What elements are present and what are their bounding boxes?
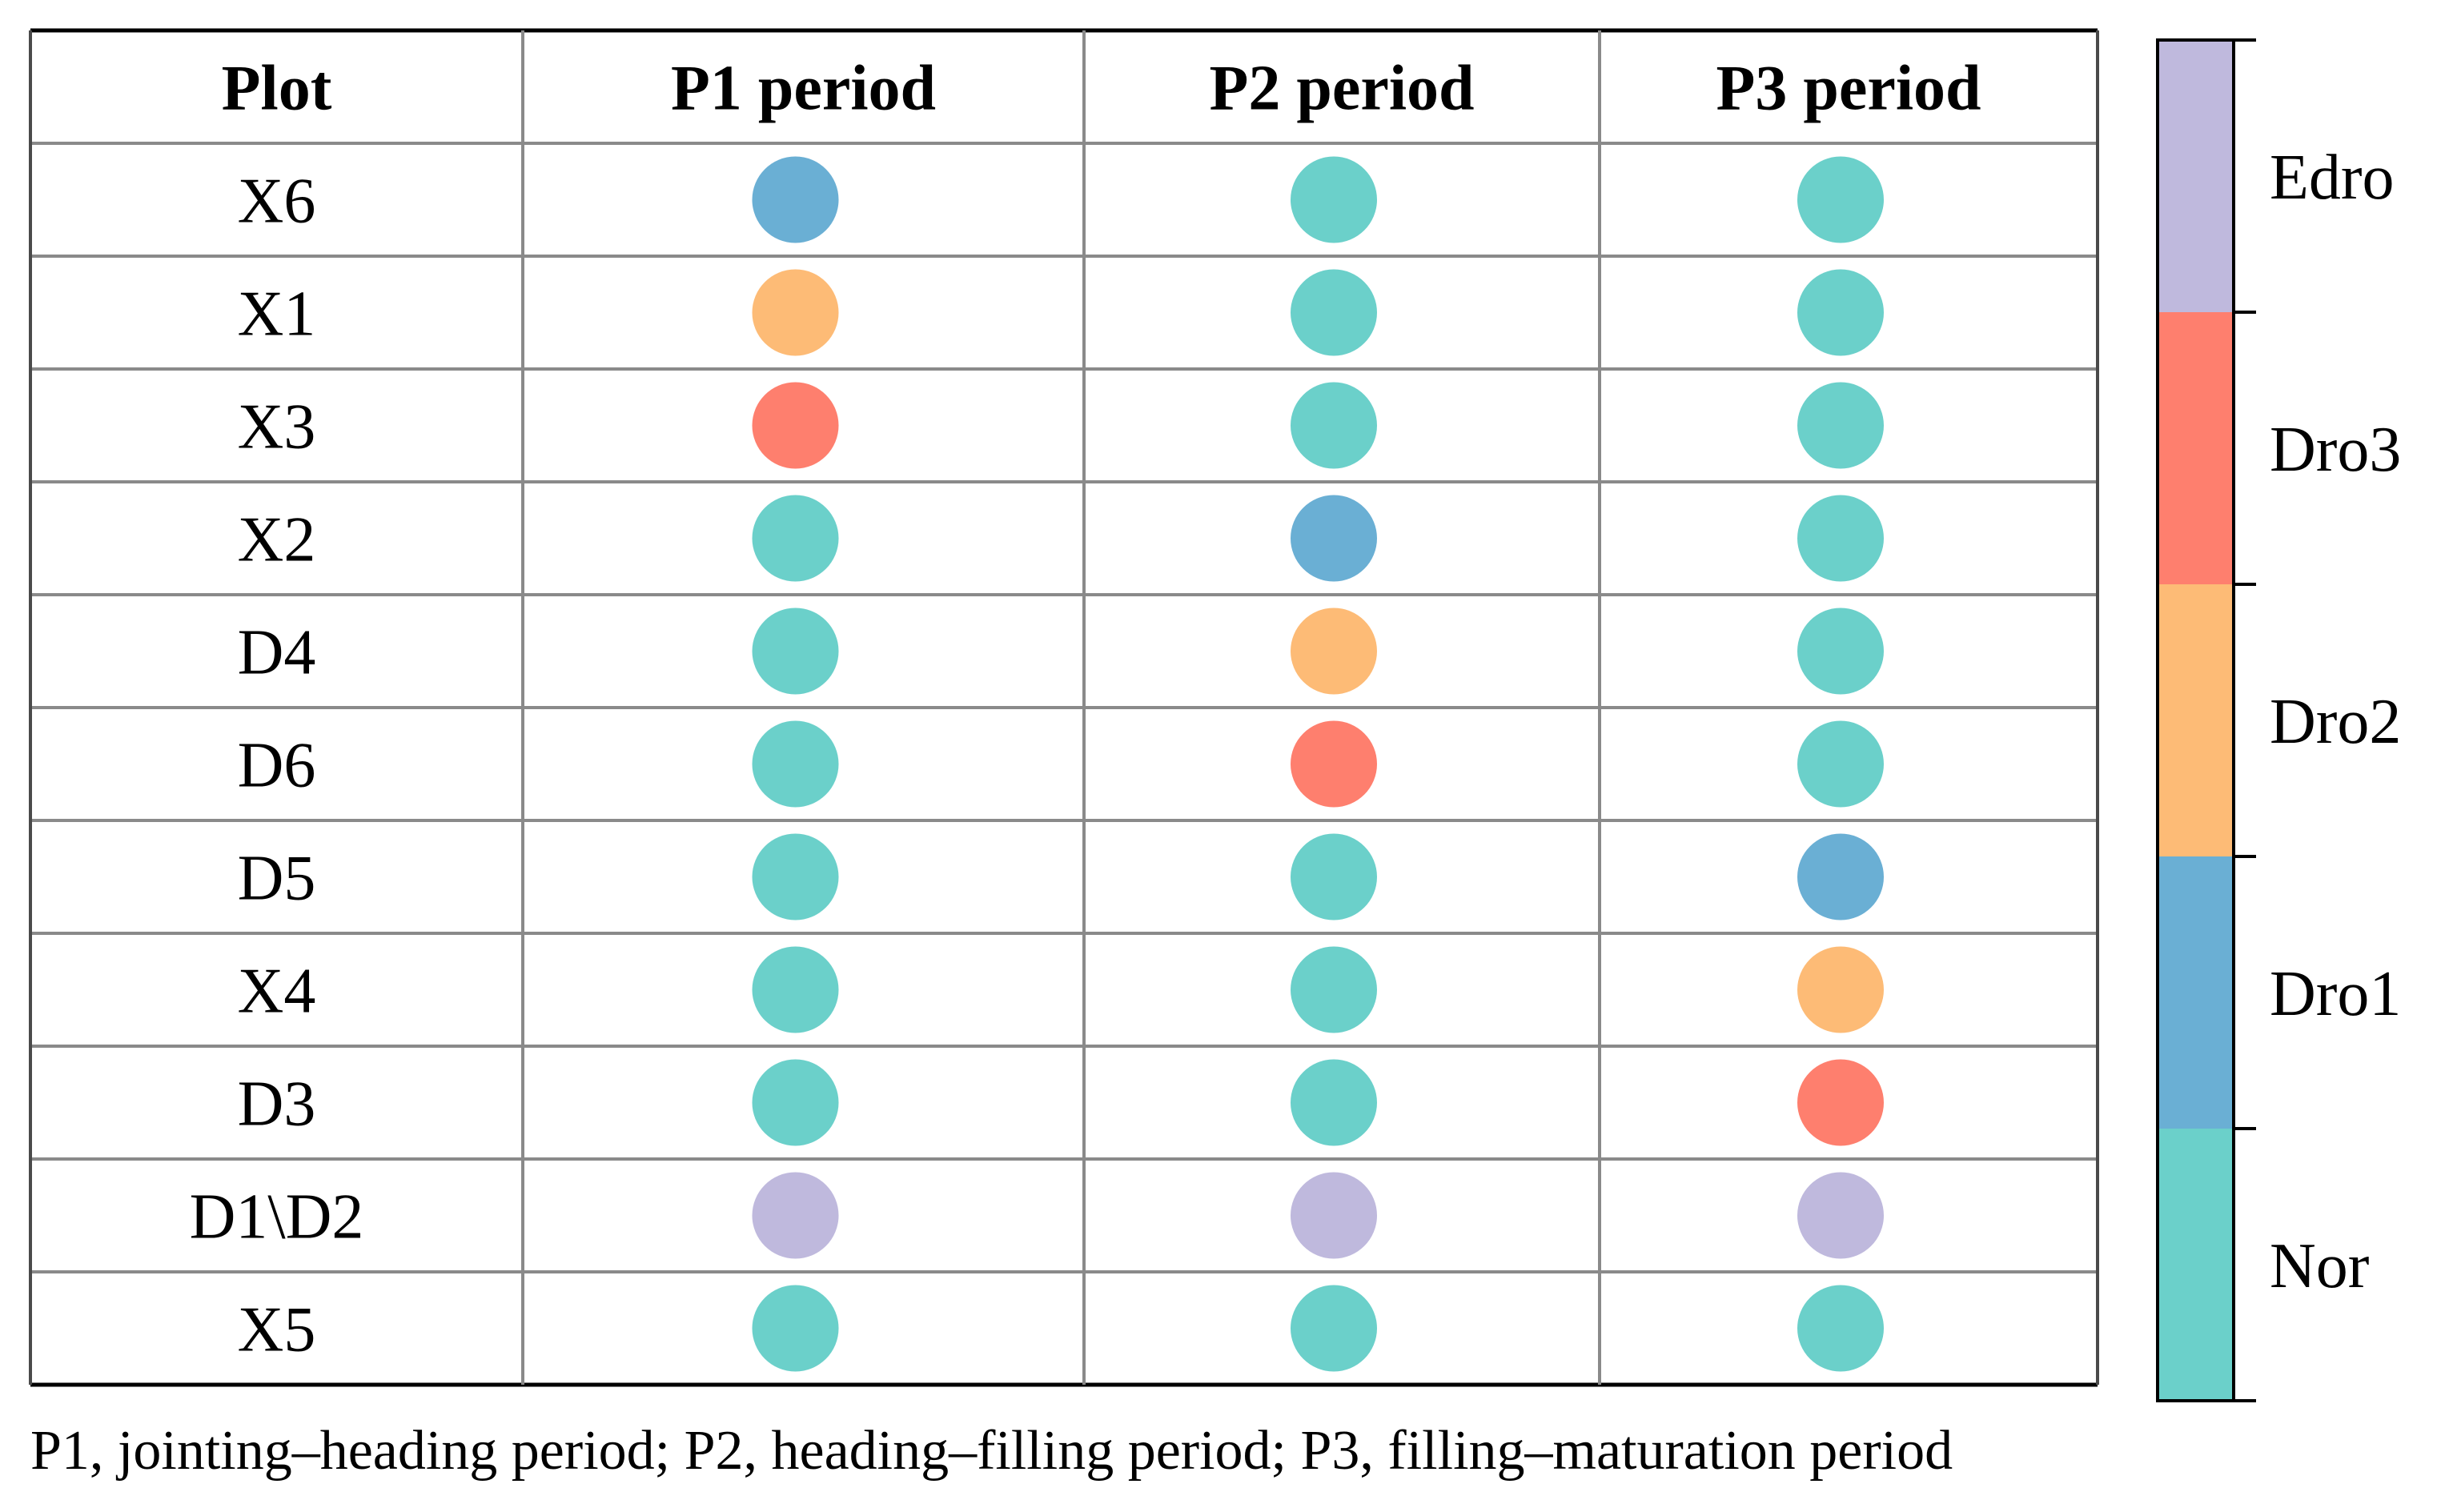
- legend-label: Dro3: [2270, 415, 2401, 485]
- status-dot: [752, 382, 839, 469]
- status-dot: [1797, 946, 1884, 1033]
- status-dot: [752, 495, 839, 582]
- status-dot: [1291, 269, 1377, 356]
- status-dot: [1291, 946, 1377, 1033]
- column-header: P3 period: [1716, 54, 1981, 124]
- status-dot: [1291, 156, 1377, 243]
- legend-colorbar: Nor Dro1 Dro2 Dro3 Edro: [2156, 38, 2401, 1402]
- table-grid: [29, 28, 2099, 1387]
- status-dot: [752, 1059, 839, 1146]
- status-dot: [752, 608, 839, 695]
- legend-label: Dro1: [2270, 959, 2401, 1029]
- status-dot: [752, 1172, 839, 1259]
- row-label: X3: [238, 392, 316, 463]
- legend-swatch: [2158, 1129, 2234, 1401]
- status-dot: [1797, 156, 1884, 243]
- legend-label: Nor: [2270, 1231, 2369, 1301]
- row-label: X5: [238, 1295, 316, 1366]
- table-body: X6 X1 X3 X2 D4 D6 D5 X4 D3 D1\D2 X5: [190, 156, 1884, 1372]
- status-dot: [752, 833, 839, 920]
- row-label: D6: [238, 731, 316, 801]
- status-dot: [1291, 382, 1377, 469]
- status-dot: [1291, 608, 1377, 695]
- row-label: D5: [238, 844, 316, 914]
- status-dot: [752, 269, 839, 356]
- legend-swatch: [2158, 584, 2234, 856]
- row-label: D4: [238, 618, 316, 688]
- status-dot: [1797, 1059, 1884, 1146]
- row-label: X6: [238, 166, 316, 237]
- status-dot: [1797, 1172, 1884, 1259]
- status-dot: [1291, 495, 1377, 582]
- legend-frame: [2156, 38, 2235, 1402]
- status-dot: [1291, 1172, 1377, 1259]
- legend-swatch: [2158, 856, 2234, 1129]
- row-label: D3: [238, 1069, 316, 1140]
- table-header: Plot P1 period P2 period P3 period: [222, 54, 1981, 124]
- row-label: X4: [238, 957, 316, 1027]
- status-dot: [1291, 1285, 1377, 1372]
- status-dot: [1291, 833, 1377, 920]
- row-label: D1\D2: [190, 1182, 364, 1253]
- legend-label: Dro2: [2270, 687, 2401, 757]
- status-dot: [752, 156, 839, 243]
- status-dot: [752, 946, 839, 1033]
- status-dot: [752, 720, 839, 808]
- column-header: P2 period: [1209, 54, 1474, 124]
- column-header: P1 period: [671, 54, 936, 124]
- row-label: X2: [238, 505, 316, 576]
- status-dot: [1797, 608, 1884, 695]
- status-dot: [1291, 720, 1377, 808]
- column-header: Plot: [222, 54, 332, 124]
- status-dot: [1797, 720, 1884, 808]
- legend-label: Edro: [2270, 142, 2395, 213]
- status-dot: [1291, 1059, 1377, 1146]
- status-dot: [752, 1285, 839, 1372]
- status-dot: [1797, 833, 1884, 920]
- footnote: P1, jointing–heading period; P2, heading…: [30, 1420, 1953, 1482]
- status-dot: [1797, 1285, 1884, 1372]
- status-dot: [1797, 495, 1884, 582]
- status-dot: [1797, 382, 1884, 469]
- status-dot: [1797, 269, 1884, 356]
- legend-swatch: [2158, 40, 2234, 312]
- legend-swatch: [2158, 312, 2234, 584]
- row-label: X1: [238, 279, 316, 350]
